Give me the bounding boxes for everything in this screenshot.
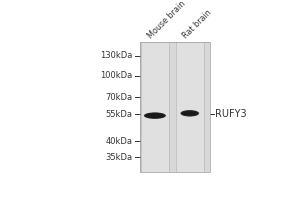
Bar (140, 42, 210, 172)
Text: Mouse brain: Mouse brain (146, 0, 188, 40)
Text: 40kDa: 40kDa (106, 137, 133, 146)
Ellipse shape (182, 111, 198, 115)
Text: 35kDa: 35kDa (106, 153, 133, 162)
Ellipse shape (182, 112, 197, 115)
Bar (141, 42, 169, 172)
Text: 70kDa: 70kDa (106, 93, 133, 102)
Ellipse shape (146, 114, 164, 118)
Ellipse shape (183, 112, 196, 115)
Ellipse shape (180, 110, 199, 117)
Text: 55kDa: 55kDa (106, 110, 133, 119)
Text: Rat brain: Rat brain (181, 8, 213, 40)
Text: 130kDa: 130kDa (100, 51, 133, 60)
Bar (140, 42, 210, 172)
Text: RUFY3: RUFY3 (215, 109, 247, 119)
Ellipse shape (146, 114, 163, 117)
Ellipse shape (181, 110, 199, 116)
Ellipse shape (182, 111, 198, 116)
Ellipse shape (144, 113, 166, 119)
Text: 100kDa: 100kDa (100, 71, 133, 80)
Ellipse shape (145, 113, 165, 118)
Ellipse shape (146, 114, 164, 117)
Ellipse shape (147, 114, 163, 117)
Bar (176, 42, 204, 172)
Ellipse shape (183, 112, 197, 115)
Ellipse shape (145, 113, 165, 118)
Ellipse shape (144, 112, 166, 119)
Ellipse shape (181, 111, 198, 116)
